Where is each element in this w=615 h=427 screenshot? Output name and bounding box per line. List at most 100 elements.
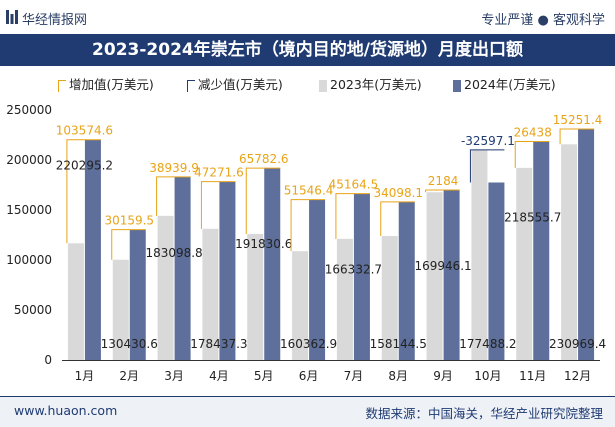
y-tick-label: 250000 [6,103,52,117]
x-tick-label: 4月 [209,369,229,383]
legend-item-increase: 增加值(万美元) [58,74,154,96]
change-value-label: 34098.1 [373,186,423,200]
increase-bracket [156,176,191,216]
x-tick-label: 10月 [474,369,501,383]
chart-title: 2023-2024年崇左市（境内目的地/货源地）月度出口额 [0,34,615,66]
x-tick-label: 1月 [75,369,95,383]
footer-source: 数据来源：中国海关，华经产业研究院整理 [365,406,603,421]
y-tick-label: 100000 [6,253,52,267]
x-tick-label: 3月 [164,369,184,383]
bar-2024 [309,199,326,360]
value-label-2024: 130430.6 [101,337,158,351]
change-value-label: 38939.9 [149,161,199,175]
decrease-bracket [469,149,505,183]
bar-2024 [264,168,281,360]
increase-bracket [514,140,550,168]
x-tick-label: 11月 [519,369,546,383]
change-value-label: 51546.4 [284,184,334,198]
chart-plot: 0 50000 100000 150000 200000 250000 103574.6 22… [6,103,606,383]
y-tick-label: 200000 [6,153,52,167]
bar-2023 [247,233,264,360]
footer-url: www.huaon.com [14,403,118,418]
bar-2024 [488,182,505,360]
legend-item-2023: 2023年(万美元) [319,74,422,96]
legend-swatch-2023 [319,79,327,92]
bar-2024 [174,176,191,360]
bar-2023 [426,192,443,360]
brand-slogan: 专业严谨 ● 客观科学 [481,13,605,28]
increase-bracket [111,229,146,260]
chart-legend: 增加值(万美元) 减少值(万美元) 2023年(万美元) 2024年(万美元) [0,74,615,96]
legend-label-increase: 增加值(万美元) [69,77,154,92]
legend-swatch-increase [58,79,66,92]
y-tick-label: 0 [44,353,52,367]
increase-bracket [200,181,236,229]
bar-2024 [129,229,146,360]
bar-2024 [398,201,415,360]
y-tick-label: 50000 [14,303,52,317]
increase-bracket [425,189,460,193]
bar-2023 [202,228,219,360]
brand-name: 华经情报网 [22,13,88,28]
change-value-label: 45164.5 [329,178,379,192]
increase-bracket [380,201,415,236]
bar-2023 [516,167,533,360]
value-label-2024: 218555.7 [504,210,561,224]
x-tick-label: 2月 [119,369,139,383]
change-value-label: 26438 [514,125,552,139]
change-value-label: -32597.1 [461,134,515,148]
bar-2023 [471,149,488,360]
top-bar: 华经情报网 专业严谨 ● 客观科学 [0,0,615,34]
increase-bracket [290,199,326,252]
bar-2023 [292,251,309,360]
bar-2023 [561,144,578,360]
change-value-label: 103574.6 [56,124,113,138]
change-value-label: 47271.6 [194,166,244,180]
value-label-2024: 158144.5 [370,337,427,351]
footer: www.huaon.com 数据来源：中国海关，华经产业研究院整理 [0,397,615,427]
bar-2023 [336,238,353,360]
legend-item-decrease: 减少值(万美元) [187,74,283,96]
x-tick-label: 7月 [344,369,364,383]
x-tick-label: 9月 [433,369,453,383]
change-value-label: 65782.6 [239,152,289,166]
change-value-label: 2184 [428,174,459,188]
bar-2024 [578,129,595,360]
value-label-2024: 178437.3 [190,337,247,351]
change-value-label: 30159.5 [104,214,154,228]
value-label-2024: 177488.2 [459,337,516,351]
value-label-2024: 230969.4 [549,337,606,351]
x-tick-label: 8月 [388,369,408,383]
brand-logo-icon [6,10,18,24]
bar-2024 [533,141,550,360]
bar-2024 [353,193,370,360]
value-label-2024: 220295.2 [56,159,113,173]
legend-label-decrease: 减少值(万美元) [198,77,283,92]
bar-2024 [219,181,236,360]
bar-2023 [67,243,84,360]
x-tick-label: 5月 [254,369,274,383]
increase-bracket [245,167,281,234]
legend-label-2023: 2023年(万美元) [330,77,422,92]
bar-2024 [443,190,460,360]
bar-2023 [381,235,398,360]
bar-2023 [157,215,174,360]
value-label-2024: 191830.6 [235,237,292,251]
bar-2023 [112,259,129,360]
change-value-label: 15251.4 [553,113,603,127]
x-tick-label: 6月 [299,369,319,383]
value-label-2024: 169946.1 [414,259,471,273]
value-label-2024: 183098.8 [145,246,202,260]
increase-bracket [559,128,595,145]
legend-swatch-decrease [187,79,195,92]
footer-divider [0,396,615,397]
legend-swatch-2024 [453,79,461,92]
increase-bracket [335,193,370,239]
value-label-2024: 166332.7 [325,263,382,277]
y-tick-label: 150000 [6,203,52,217]
bar-2024 [84,139,101,360]
value-label-2024: 160362.9 [280,337,337,351]
x-tick-label: 12月 [564,369,591,383]
increase-bracket [66,139,101,244]
